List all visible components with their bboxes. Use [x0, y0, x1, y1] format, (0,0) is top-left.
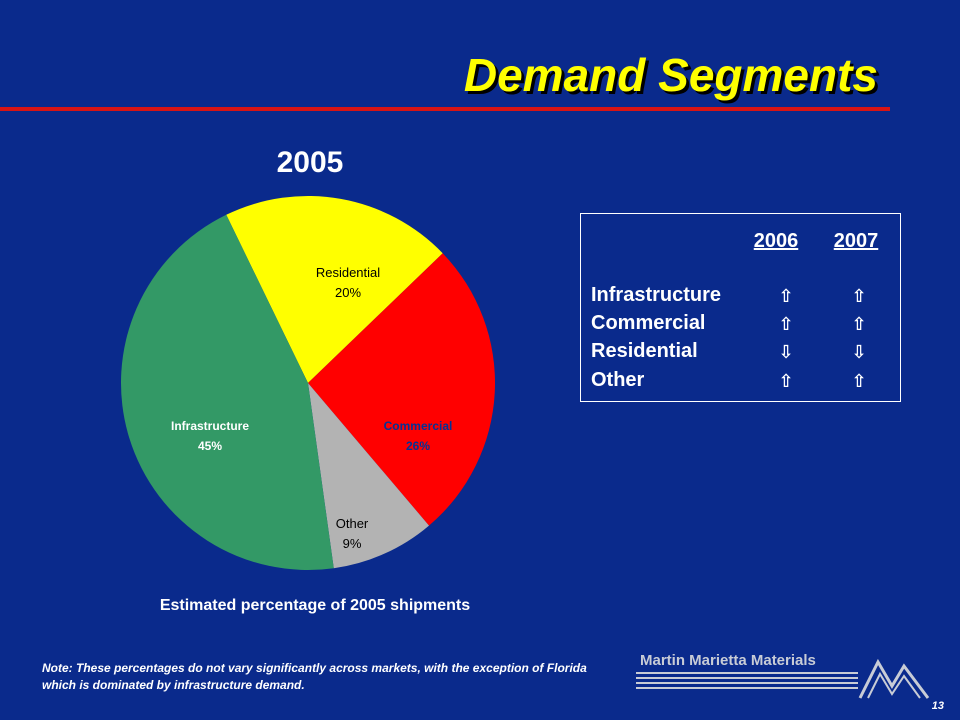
segment-label: Commercial [591, 312, 706, 334]
slice-value-label: 45% [198, 439, 222, 453]
segment-label: Other [591, 369, 645, 391]
pie-slice-commercial [308, 253, 495, 526]
chart-caption: Estimated percentage of 2005 shipments [159, 597, 471, 614]
year-header-2006: 2006 [753, 230, 799, 252]
pie-chart: Residential 20% Commercial 26% Other 9% Infras… [121, 196, 495, 570]
slice-label: Other [336, 516, 369, 531]
slice-value-label: 9% [343, 536, 362, 551]
segment-label: Residential [591, 340, 698, 362]
slice-value-label: 26% [406, 439, 430, 453]
up-arrow-icon: ⇧ [851, 371, 867, 391]
outlook-table: 2006 2007 Infrastructure ⇧ ⇧ Commercial … [580, 213, 901, 402]
up-arrow-icon: ⇧ [851, 286, 867, 306]
outlook-row: Other ⇧ ⇧ [591, 369, 891, 399]
title-divider [0, 107, 890, 111]
outlook-row: Commercial ⇧ ⇧ [591, 312, 891, 342]
slice-label: Residential [316, 265, 380, 280]
segment-label: Infrastructure [591, 284, 722, 306]
pie-slice-residential [226, 196, 443, 383]
pie-slice-other [308, 383, 429, 569]
down-arrow-icon: ⇩ [851, 342, 867, 362]
outlook-row: Residential ⇩ ⇩ [591, 340, 891, 370]
page-number: 13 [931, 700, 944, 712]
up-arrow-icon: ⇧ [778, 371, 794, 391]
up-arrow-icon: ⇧ [851, 314, 867, 334]
down-arrow-icon: ⇩ [778, 342, 794, 362]
company-name: Martin Marietta Materials [640, 652, 816, 669]
slice-label: Commercial [384, 419, 453, 433]
chart-title: 2005 [276, 146, 344, 179]
logo-rules [636, 672, 858, 692]
company-logo: Martin Marietta Materials [636, 652, 932, 700]
slide-title: Demand Segments [463, 49, 878, 101]
up-arrow-icon: ⇧ [778, 286, 794, 306]
up-arrow-icon: ⇧ [778, 314, 794, 334]
outlook-row: Infrastructure ⇧ ⇧ [591, 284, 891, 314]
slice-value-label: 20% [335, 285, 361, 300]
pie-slice-infrastructure [121, 214, 334, 570]
slice-label: Infrastructure [171, 419, 249, 433]
footnote: Note: These percentages do not vary sign… [42, 661, 587, 692]
logo-mountain-icon [858, 658, 930, 699]
year-header-2007: 2007 [833, 230, 879, 252]
